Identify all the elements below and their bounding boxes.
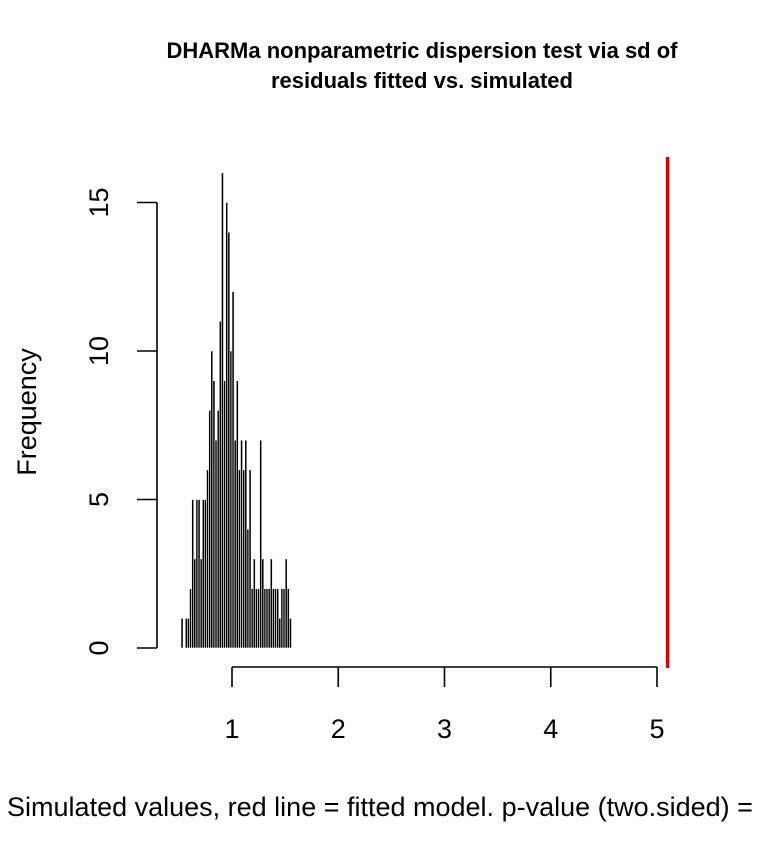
histogram-bar xyxy=(263,588,267,649)
x-tick-label: 3 xyxy=(437,714,452,744)
chart-title-line-1: DHARMa nonparametric dispersion test via… xyxy=(167,38,679,63)
histogram-bar xyxy=(204,499,207,649)
y-tick-label: 10 xyxy=(84,336,114,366)
histogram-bar xyxy=(259,439,263,649)
histogram-bar xyxy=(195,499,199,649)
histogram-bar xyxy=(246,528,250,649)
histogram-bar xyxy=(208,410,212,649)
y-tick-label: 0 xyxy=(84,640,114,655)
histogram-bar xyxy=(229,350,233,649)
chart-title-line-2: residuals fitted vs. simulated xyxy=(271,68,573,93)
histogram-bar xyxy=(242,469,246,649)
histogram-bar xyxy=(191,499,195,649)
histogram-bar xyxy=(193,558,197,649)
histogram-bar xyxy=(210,350,214,649)
histogram-bars xyxy=(180,172,292,649)
y-tick-label: 15 xyxy=(84,187,114,217)
histogram-bar xyxy=(272,588,275,649)
histogram-bar xyxy=(278,617,282,649)
histogram-bar xyxy=(248,469,252,649)
histogram-bar xyxy=(187,617,190,649)
histogram-bar xyxy=(214,439,218,649)
histogram-bar xyxy=(212,380,216,649)
histogram-bar xyxy=(269,558,273,649)
histogram-bar xyxy=(284,558,288,649)
y-axis: 0 5 10 15 xyxy=(84,187,158,656)
histogram-bar xyxy=(267,588,271,649)
histogram-bar xyxy=(227,231,231,649)
y-axis-label: Frequency xyxy=(12,348,42,476)
histogram-bar xyxy=(289,617,292,649)
histogram-bar xyxy=(218,320,222,649)
histogram-bar xyxy=(286,588,290,649)
x-axis-label: Simulated values, red line = fitted mode… xyxy=(7,792,753,822)
x-axis: 1 2 3 4 5 xyxy=(224,666,665,744)
histogram-bar xyxy=(255,588,258,649)
histogram-bar xyxy=(223,380,226,649)
histogram-bar xyxy=(282,588,286,649)
histogram-bar xyxy=(261,558,265,649)
histogram-bar xyxy=(265,588,269,649)
histogram-bar xyxy=(206,469,209,649)
x-tick-label: 1 xyxy=(224,714,239,744)
histogram-bar xyxy=(238,469,241,649)
x-tick-label: 4 xyxy=(543,714,558,744)
histogram-bar xyxy=(197,499,201,649)
histogram-bar xyxy=(231,291,235,649)
histogram-bar xyxy=(199,558,203,649)
histogram-bar xyxy=(250,588,254,649)
x-tick-label: 2 xyxy=(331,714,346,744)
histogram-bar xyxy=(280,588,284,649)
histogram-bar xyxy=(233,439,237,649)
histogram-bar xyxy=(235,380,239,649)
histogram-bar xyxy=(216,410,220,649)
histogram-bar xyxy=(184,617,188,649)
x-tick-label: 5 xyxy=(649,714,664,744)
y-tick-label: 5 xyxy=(84,492,114,507)
histogram-bar xyxy=(240,439,243,649)
histogram-bar xyxy=(244,439,248,649)
histogram-bar xyxy=(252,558,256,649)
histogram-bar xyxy=(189,588,192,649)
histogram-bar xyxy=(180,617,184,649)
histogram-bar xyxy=(257,588,260,649)
histogram-bar xyxy=(274,588,277,649)
histogram-bar xyxy=(201,499,205,649)
histogram-bar xyxy=(225,202,229,649)
histogram-bar xyxy=(221,172,224,649)
histogram-bar xyxy=(276,588,280,649)
